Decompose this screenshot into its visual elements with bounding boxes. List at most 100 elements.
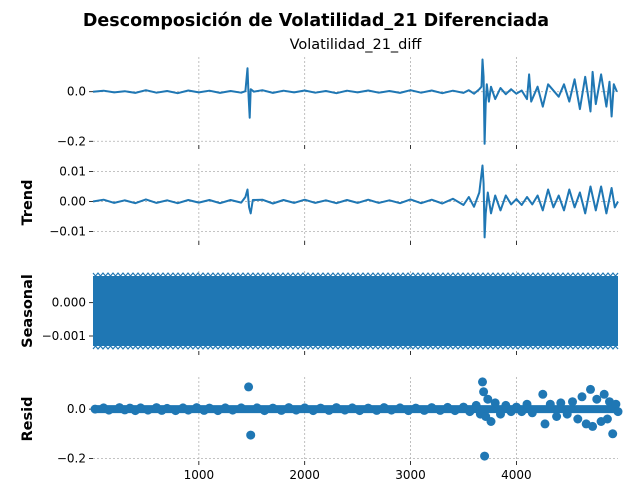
resid-point [586,384,595,394]
resid-point [268,403,278,413]
seasonal-band [92,272,619,350]
resid-point [522,399,532,409]
resid-point [478,377,487,387]
resid-point [459,402,468,412]
seasonal-band-fill [93,276,618,346]
resid-point [300,403,310,413]
resid-point [613,407,623,417]
seasonal-upper-edge [92,272,619,277]
resid-point [608,429,618,439]
resid-point [183,405,193,415]
y-tick-label: 0.0 [67,85,86,99]
x-tick-label: 4000 [501,468,532,482]
panel-observed: 0.0 −0.2 Volatilidad_21_diff [57,37,618,149]
resid-point [220,403,230,413]
resid-point [538,389,548,399]
resid-point [213,406,223,416]
y-axis-label: Seasonal [20,274,36,348]
panel-title: Volatilidad_21_diff [290,37,423,53]
resid-point [552,412,562,421]
observed-series-line [92,58,618,145]
resid-point [252,403,262,413]
resid-point [355,406,365,416]
resid-point [562,409,572,419]
trend-series-line [92,164,619,239]
resid-point [611,399,621,409]
resid-point [372,405,382,415]
y-axis-label: Resid [20,397,36,442]
resid-point [471,400,481,410]
panel-seasonal: 0.000 −0.001 Seasonal [20,271,619,355]
resid-point [568,397,577,407]
resid-point [419,405,429,415]
resid-point [403,406,413,416]
resid-point [284,403,294,413]
panel-trend: 0.01 0.00 −0.01 Trend [20,164,619,245]
y-tick-label: 0.00 [59,194,86,208]
x-tick-label: 3000 [395,468,426,482]
resid-point [411,403,421,413]
resid-point [443,402,453,412]
resid-point [435,405,445,415]
resid-point [316,403,326,413]
resid-point [308,406,318,416]
resid-point [162,403,172,413]
resid-point [486,417,496,426]
resid-point [363,403,373,413]
resid-point [480,451,490,461]
resid-point [450,406,460,416]
resid-point [143,405,153,415]
seasonal-lower-edge [92,345,619,350]
resid-point [592,394,602,404]
panels-container: 0.0 −0.2 Volatilidad_21_diff 0.01 0.00 −0.01 T… [20,37,623,482]
resid-point [465,407,475,417]
resid-point [136,403,146,413]
resid-point [545,399,555,409]
resid-point [276,405,286,415]
resid-point [291,405,301,415]
resid-point [527,408,537,418]
resid-point [331,403,341,413]
resid-point [244,382,254,392]
resid-point [588,421,598,431]
resid-point [501,400,511,410]
resid-point [228,405,238,415]
resid-point [90,404,100,414]
resid-point [599,389,609,399]
resid-point [340,405,350,415]
y-tick-label: 0.000 [52,296,86,310]
resid-point [483,394,493,404]
resid-point [171,406,181,416]
x-tick-label: 1000 [184,468,215,482]
resid-point [490,398,500,408]
figure-title: Descomposición de Volatilidad_21 Diferen… [83,11,549,31]
y-tick-label: −0.2 [57,134,86,148]
resid-point [395,403,405,413]
x-tick-label: 2000 [289,468,320,482]
y-tick-label: −0.01 [49,224,86,238]
resid-point [246,430,256,440]
resid-point [602,414,612,424]
y-tick-label: −0.2 [57,452,86,466]
y-tick-label: −0.001 [42,329,86,343]
resid-point [379,403,389,413]
panel-resid: 0.0 −0.2 Resid 1000 2000 3000 4000 [20,377,623,482]
y-tick-label: 0.0 [67,402,86,416]
y-tick-label: 0.01 [59,164,86,178]
resid-point [236,403,246,413]
resid-point [427,403,437,413]
resid-point [496,409,505,419]
resid-point [517,407,527,417]
resid-point [347,403,357,413]
resid-point [540,419,550,429]
resid-point [192,403,202,413]
y-axis-label: Trend [20,180,36,226]
resid-point [387,405,396,415]
resid-point [260,406,269,416]
resid-point [577,392,587,402]
resid-point [556,398,566,408]
resid-point [104,405,114,415]
resid-point [479,387,489,397]
resid-point [324,405,334,415]
